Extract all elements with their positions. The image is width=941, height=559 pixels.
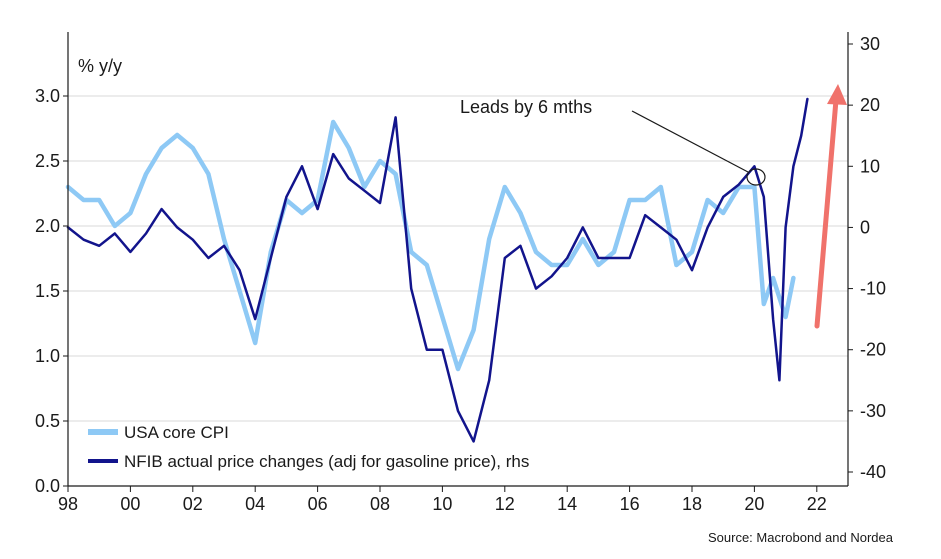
annotation-text: Leads by 6 mths (460, 97, 592, 117)
x-tick-label: 22 (807, 494, 827, 514)
x-ticks: 98 00 02 04 06 08 10 12 14 16 18 20 22 (58, 486, 827, 514)
right-tick-label: -20 (860, 340, 886, 360)
axes (67, 32, 849, 487)
right-tick-label: -40 (860, 462, 886, 482)
x-tick-label: 02 (183, 494, 203, 514)
left-tick-label: 1.5 (35, 281, 60, 301)
x-tick-label: 98 (58, 494, 78, 514)
left-tick-label: 1.0 (35, 346, 60, 366)
arrow-shaft (814, 97, 839, 329)
left-tick-label: 2.0 (35, 216, 60, 236)
x-tick-label: 00 (120, 494, 140, 514)
right-tick-label: 20 (860, 95, 880, 115)
left-tick-label: 2.5 (35, 151, 60, 171)
up-arrow-icon (814, 84, 847, 329)
x-tick-label: 12 (495, 494, 515, 514)
legend: USA core CPI NFIB actual price changes (… (88, 423, 529, 471)
source-note: Source: Macrobond and Nordea (708, 530, 894, 545)
left-tick-label: 0.0 (35, 476, 60, 496)
legend-label-nfib: NFIB actual price changes (adj for gasol… (124, 452, 529, 471)
left-y-ticks: 0.0 0.5 1.0 1.5 2.0 2.5 3.0 (35, 86, 68, 496)
right-y-ticks: -40 -30 -20 -10 0 10 20 30 (848, 34, 886, 482)
series-nfib-price-changes (66, 97, 809, 443)
x-tick-label: 14 (557, 494, 577, 514)
legend-label-cpi: USA core CPI (124, 423, 229, 442)
right-tick-label: -10 (860, 279, 886, 299)
left-y-axis-label: % y/y (78, 56, 122, 76)
x-tick-label: 18 (682, 494, 702, 514)
left-tick-label: 3.0 (35, 86, 60, 106)
x-tick-label: 08 (370, 494, 390, 514)
left-tick-label: 0.5 (35, 411, 60, 431)
right-tick-label: 30 (860, 34, 880, 54)
right-tick-label: -30 (860, 401, 886, 421)
arrow-head (827, 84, 847, 105)
series-usa-core-cpi (65, 119, 796, 372)
series-line (65, 119, 796, 372)
annotation-leader-line (631, 110, 749, 173)
annotation-circle (746, 168, 766, 186)
x-tick-label: 10 (432, 494, 452, 514)
series-line (66, 97, 809, 443)
x-tick-label: 06 (308, 494, 328, 514)
x-tick-label: 04 (245, 494, 265, 514)
x-tick-label: 20 (744, 494, 764, 514)
x-tick-label: 16 (620, 494, 640, 514)
right-tick-label: 0 (860, 217, 870, 237)
right-tick-label: 10 (860, 156, 880, 176)
